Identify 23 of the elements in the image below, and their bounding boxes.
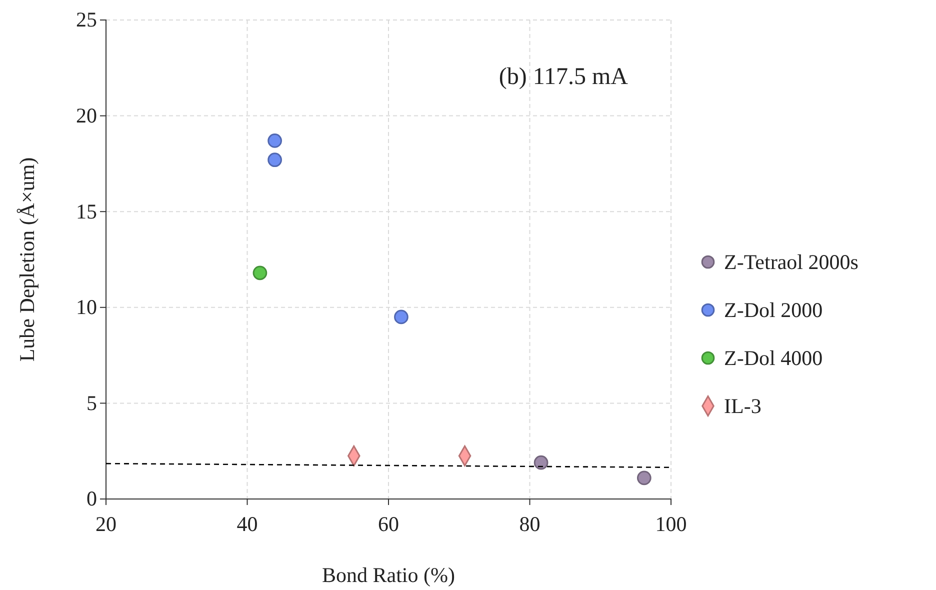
legend-label: Z-Dol 2000 bbox=[724, 298, 823, 322]
x-tick-label: 60 bbox=[378, 512, 399, 536]
y-axis-title: Lube Depletion (Å×um) bbox=[15, 157, 39, 362]
legend-label: Z-Dol 4000 bbox=[724, 346, 823, 370]
x-axis-title: Bond Ratio (%) bbox=[322, 563, 455, 587]
x-tick-label: 40 bbox=[236, 512, 258, 536]
y-tick-label: 25 bbox=[76, 8, 97, 32]
y-tick-label: 15 bbox=[76, 199, 97, 224]
y-tick-label: 10 bbox=[76, 295, 97, 320]
x-tick-label: 100 bbox=[655, 512, 687, 536]
y-tick-label: 0 bbox=[86, 486, 97, 511]
point bbox=[252, 266, 268, 280]
y-tick-label: 5 bbox=[86, 390, 97, 415]
point bbox=[534, 455, 548, 470]
legend-label: Z-Tetraol 2000s bbox=[724, 250, 858, 274]
annotation: (b) 117.5 mA bbox=[498, 64, 629, 90]
legend-label: IL-3 bbox=[724, 394, 762, 418]
y-tick-label: 20 bbox=[76, 104, 97, 128]
point bbox=[636, 470, 652, 486]
point bbox=[394, 310, 408, 324]
x-tick-label: 80 bbox=[519, 512, 540, 536]
point bbox=[268, 134, 282, 148]
point bbox=[268, 152, 282, 168]
